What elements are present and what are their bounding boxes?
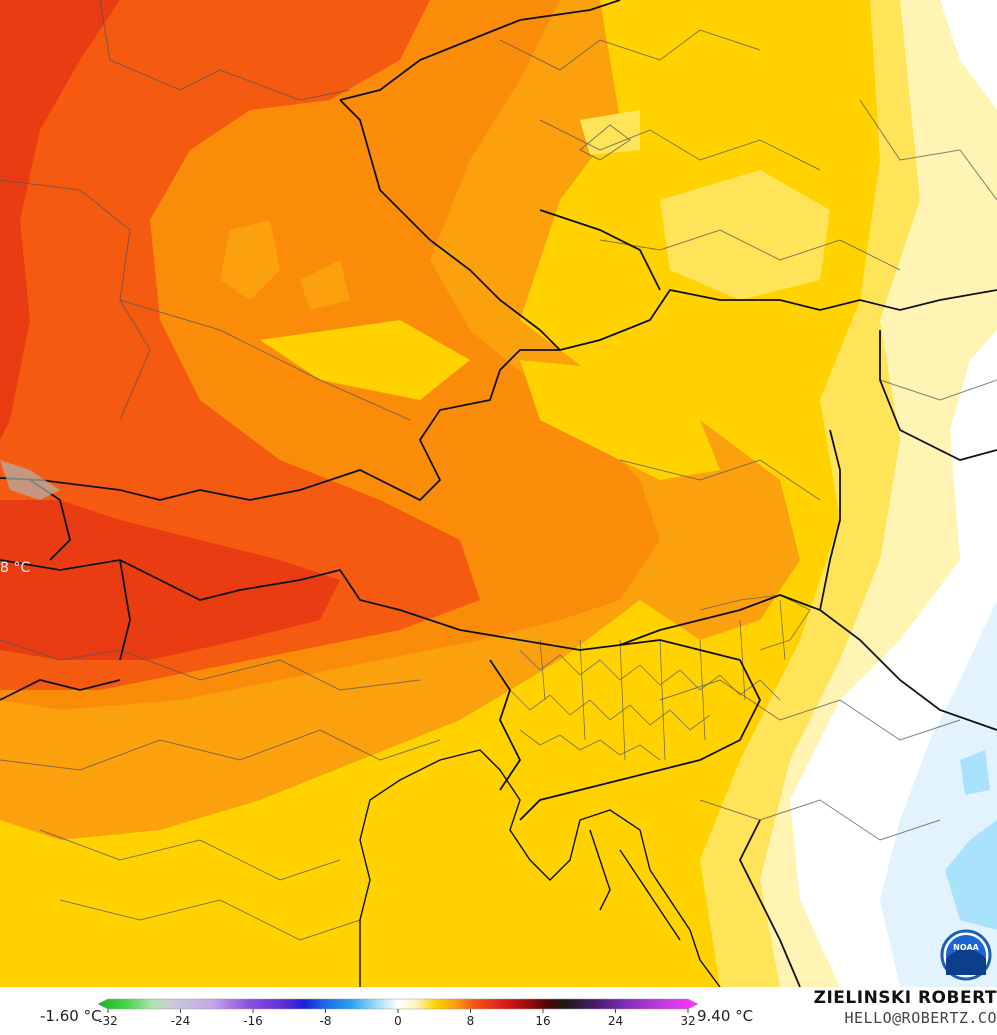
colorbar-tick-label: -32 [98,1014,118,1028]
colorbar-tick-label: -16 [243,1014,263,1028]
max-temperature-label: 9.40 °C [697,1007,754,1025]
temperature-map: NOAA [0,0,997,987]
red-orange-zone [0,0,480,690]
colorbar-tick-label: -24 [171,1014,191,1028]
light-blue-zone [945,750,997,930]
colorbar-tick-label: 24 [608,1014,623,1028]
yellow-patch-northeast [580,110,830,300]
colorbar-tick-label: -8 [320,1014,332,1028]
colorbar-tick-label: 8 [467,1014,475,1028]
lake-patch [0,460,60,500]
colorbar-tick-label: 0 [394,1014,402,1028]
colorbar-tick-label: 32 [680,1014,695,1028]
noaa-logo-text: NOAA [953,943,979,952]
gold-patch-central [260,320,720,480]
legend-footer: -1.60 °C -32 -24 -16 -8 0 8 16 24 32 9.40 °C ZIE… [0,987,997,1035]
coastline [359,749,721,987]
side-temperature-label: 8 °C [0,560,31,576]
colorbar-tick-label: 16 [535,1014,550,1028]
author-email: HELLO@ROBERTZ.CO [844,1009,997,1027]
colorbar-gradient [97,998,699,1010]
regional-borders [0,0,997,941]
country-borders [0,0,997,987]
temperature-colorbar: -32 -24 -16 -8 0 8 16 24 32 [97,998,699,1028]
noaa-logo-icon: NOAA [940,929,992,981]
min-temperature-label: -1.60 °C [40,1007,102,1025]
colorbar-ticks: -32 -24 -16 -8 0 8 16 24 32 [98,1009,696,1028]
author-credit: ZIELINSKI ROBERT [813,988,997,1008]
municipal-borders [509,594,811,761]
dark-red-zone [0,0,340,660]
orange-patch-north [220,220,350,310]
